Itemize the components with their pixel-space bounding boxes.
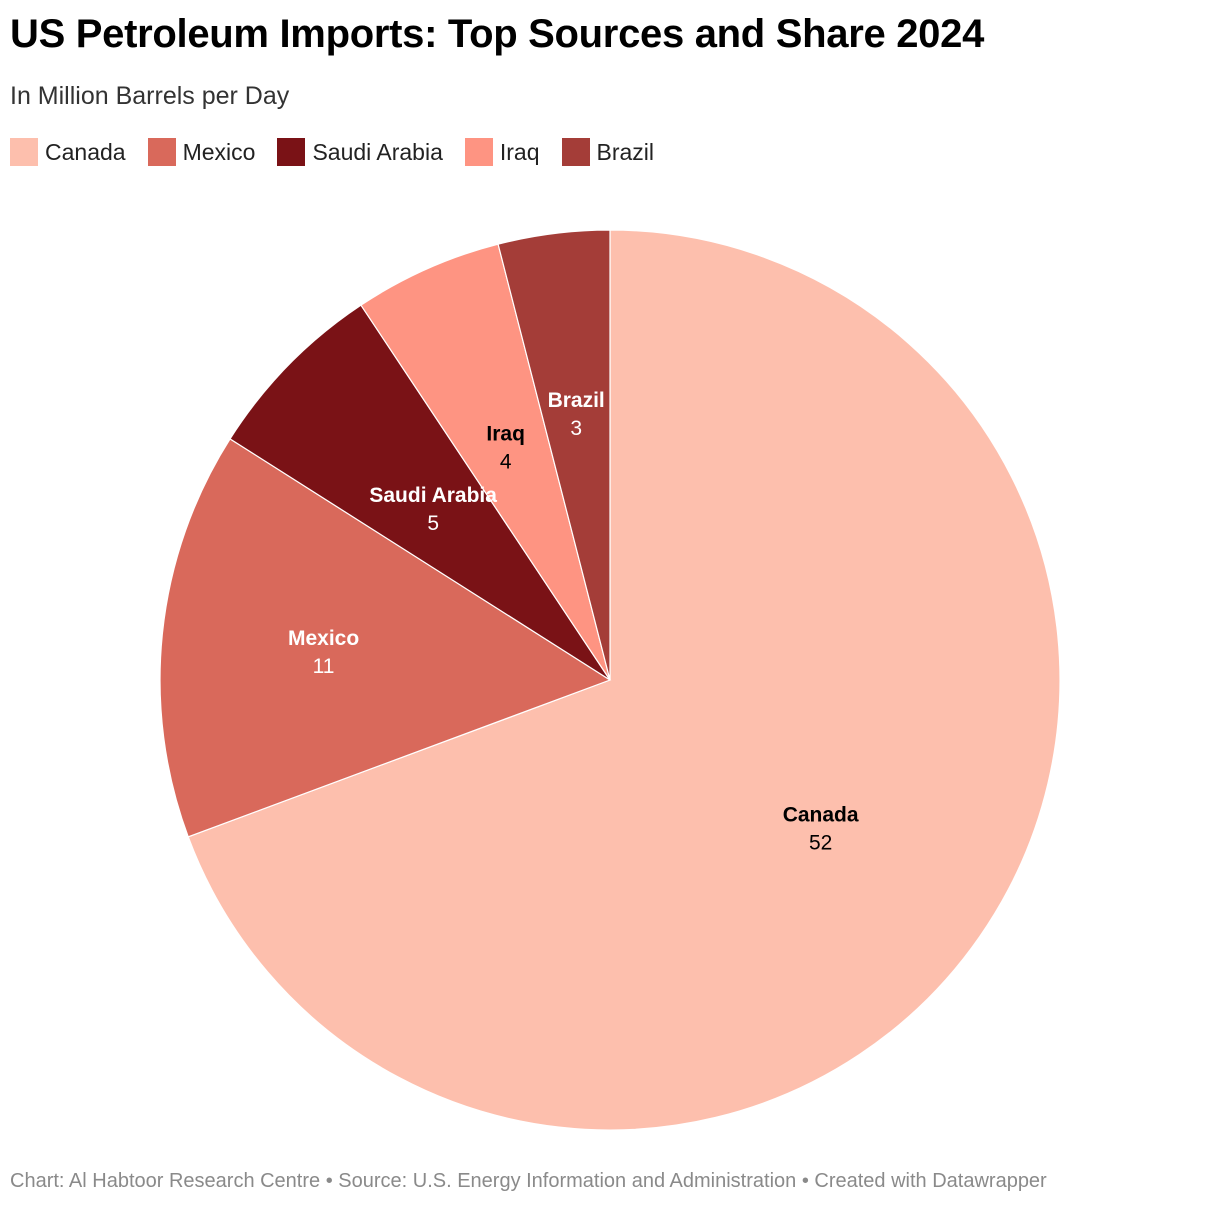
legend-item-brazil: Brazil (561, 138, 655, 166)
slice-value-brazil: 3 (570, 417, 582, 440)
pie-slice-saudi-arabia (229, 304, 611, 681)
legend-label: Iraq (499, 138, 540, 165)
legend-label: Canada (45, 138, 126, 165)
chart-subtitle: In Million Barrels per Day (10, 82, 290, 110)
legend-item-canada: Canada (10, 138, 126, 166)
legend-label: Saudi Arabia (312, 138, 443, 165)
pie-slice-brazil (497, 229, 611, 681)
slice-label-saudi-arabia: Saudi Arabia (369, 484, 497, 507)
slice-label-canada: Canada (783, 803, 859, 826)
slice-value-iraq: 4 (500, 451, 512, 474)
legend-swatch (464, 138, 493, 166)
legend-label: Mexico (182, 138, 256, 165)
slice-value-saudi-arabia: 5 (427, 512, 439, 535)
chart-title: US Petroleum Imports: Top Sources and Sh… (10, 12, 985, 56)
legend-swatch (10, 138, 38, 166)
pie-slice-mexico (159, 438, 612, 838)
chart-footer: Chart: Al Habtoor Research Centre • Sour… (10, 1170, 1047, 1192)
legend-swatch (147, 138, 176, 166)
slice-label-mexico: Mexico (288, 627, 359, 650)
slice-label-iraq: Iraq (486, 423, 525, 446)
pie-slice-iraq (360, 243, 611, 681)
slice-value-mexico: 11 (313, 655, 335, 678)
slice-value-canada: 52 (809, 831, 832, 854)
legend-item-mexico: Mexico (147, 138, 256, 166)
pie-slice-canada (187, 229, 1061, 1131)
legend-item-saudi-arabia: Saudi Arabia (277, 138, 443, 166)
slice-label-brazil: Brazil (548, 389, 605, 412)
legend-swatch (561, 138, 590, 166)
legend-item-iraq: Iraq (464, 138, 540, 166)
legend-label: Brazil (596, 138, 655, 165)
legend: Canada Mexico Saudi Arabia Iraq Brazil (10, 138, 676, 166)
legend-swatch (277, 138, 306, 166)
